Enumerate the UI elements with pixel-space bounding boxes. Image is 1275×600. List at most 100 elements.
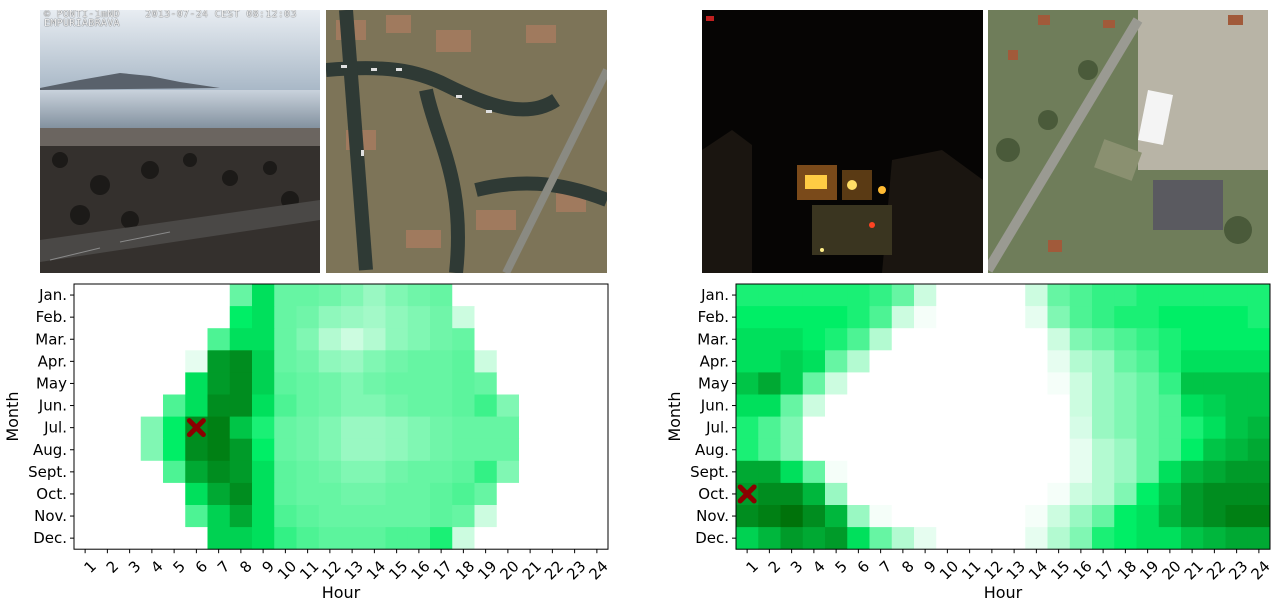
- heatmap-cell: [958, 505, 982, 528]
- heatmap-cell: [1247, 438, 1271, 462]
- heatmap-cell: [140, 482, 164, 506]
- heatmap-cell: [780, 460, 804, 484]
- y-tick-label: Nov.: [34, 507, 67, 525]
- heatmap-cell: [252, 394, 275, 417]
- heatmap-cell: [1225, 505, 1249, 528]
- heatmap-cell: [519, 505, 542, 528]
- heatmap-cell: [936, 350, 959, 373]
- heatmap-cell: [758, 372, 781, 395]
- heatmap-cell: [274, 505, 297, 528]
- heatmap-cell: [825, 527, 848, 550]
- heatmap-cell: [341, 284, 364, 307]
- heatmap-cell: [496, 284, 520, 307]
- heatmap-cell: [1136, 527, 1160, 550]
- heatmap-cell: [185, 482, 208, 506]
- heatmap-cell: [430, 505, 453, 528]
- heatmap-cell: [474, 306, 498, 329]
- heatmap-cell: [891, 505, 915, 528]
- heatmap-cell: [914, 328, 937, 351]
- y-tick-label: Aug.: [33, 441, 67, 459]
- heatmap-cell: [452, 482, 475, 506]
- heatmap-cell: [541, 505, 564, 528]
- heatmap-cell: [1069, 482, 1093, 506]
- x-tick-label: 4: [147, 557, 166, 576]
- heatmap-cell: [585, 306, 609, 329]
- heatmap-cell: [274, 284, 297, 307]
- heatmap-cell: [563, 350, 587, 373]
- heatmap-cell: [118, 505, 142, 528]
- heatmap-cell: [341, 306, 364, 329]
- heatmap-cell: [430, 438, 453, 462]
- heatmap-cell: [341, 482, 364, 506]
- heatmap-cell: [74, 416, 97, 440]
- heatmap-cell: [163, 306, 186, 329]
- heatmap-cell: [1181, 328, 1204, 351]
- heatmap-cell: [1181, 438, 1204, 462]
- heatmap-cell: [1003, 460, 1026, 484]
- heatmap-cell: [1158, 394, 1182, 417]
- heatmap-cell: [1025, 505, 1048, 528]
- heatmap-cell: [980, 438, 1004, 462]
- heatmap-cell: [780, 438, 804, 462]
- heatmap-cell: [1136, 372, 1160, 395]
- heatmap-cell: [252, 505, 275, 528]
- heatmap-cell: [163, 328, 186, 351]
- heatmap-cell: [363, 394, 386, 417]
- heatmap-cell: [341, 328, 364, 351]
- heatmap-cell: [140, 284, 164, 307]
- heatmap-cell: [341, 350, 364, 373]
- heatmap-cell: [1092, 460, 1115, 484]
- heatmap-cell: [891, 328, 915, 351]
- heatmap-cell: [296, 350, 320, 373]
- heatmap-cell: [1158, 527, 1182, 550]
- heatmap-cell: [229, 306, 253, 329]
- heatmap-chart-left: Jan. Feb. Mar. Apr. May Jun. Jul. Aug. Sept. Oct.…: [3, 283, 612, 600]
- heatmap-cell: [780, 306, 804, 329]
- heatmap-cell: [1247, 284, 1271, 307]
- heatmap-cell: [229, 394, 253, 417]
- heatmap-cell: [140, 306, 164, 329]
- heatmap-cell: [1114, 527, 1137, 550]
- heatmap-cell: [914, 350, 937, 373]
- heatmap-cell: [163, 284, 186, 307]
- heatmap-cell: [1203, 416, 1226, 440]
- heatmap-cell: [802, 328, 826, 351]
- y-tick-label: May: [698, 374, 729, 392]
- heatmap-cell: [802, 350, 826, 373]
- heatmap-cell: [891, 394, 915, 417]
- heatmap-cell: [229, 482, 253, 506]
- heatmap-cell: [847, 350, 870, 373]
- heatmap-cell: [274, 350, 297, 373]
- aerial-photo-town: [988, 10, 1268, 273]
- heatmap-cell: [1003, 372, 1026, 395]
- heatmap-cell: [252, 460, 275, 484]
- heatmap-cell: [780, 394, 804, 417]
- heatmap-cell: [958, 416, 982, 440]
- x-tick-label: 4: [809, 557, 828, 576]
- heatmap-cell: [1181, 460, 1204, 484]
- heatmap-cell: [758, 482, 781, 506]
- heatmap-cell: [363, 505, 386, 528]
- heatmap-cell: [252, 438, 275, 462]
- heatmap-cell: [869, 438, 893, 462]
- heatmap-cell: [252, 372, 275, 395]
- heatmap-cell: [519, 394, 542, 417]
- heatmap-cell: [385, 372, 409, 395]
- heatmap-cell: [1247, 350, 1271, 373]
- heatmap-cell: [563, 482, 587, 506]
- heatmap-cell: [1114, 438, 1137, 462]
- heatmap-cell: [847, 394, 870, 417]
- heatmap-cell: [758, 394, 781, 417]
- heatmap-cell: [296, 328, 320, 351]
- heatmap-cell: [980, 482, 1004, 506]
- heatmap-cell: [74, 284, 97, 307]
- heatmap-cell: [1047, 394, 1071, 417]
- heatmap-cell: [207, 328, 231, 351]
- heatmap-cell: [1114, 482, 1137, 506]
- heatmap-cell: [452, 372, 475, 395]
- heatmap-cell: [185, 394, 208, 417]
- heatmap-cell: [936, 328, 959, 351]
- heatmap-cell: [430, 306, 453, 329]
- heatmap-cell: [1225, 482, 1249, 506]
